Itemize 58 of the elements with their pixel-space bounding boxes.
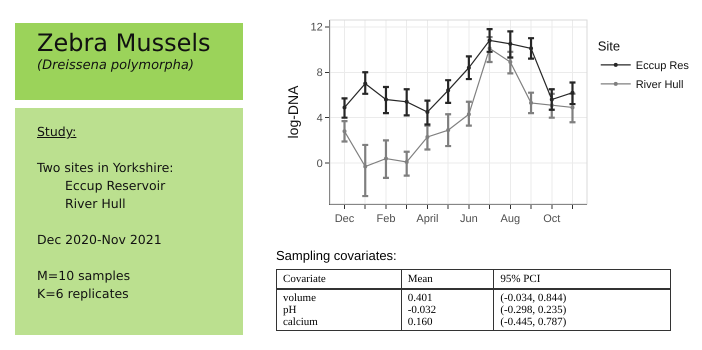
point — [384, 98, 388, 102]
x-tick-label: Dec — [334, 213, 355, 226]
point — [508, 42, 512, 46]
point — [425, 110, 430, 114]
text: Sampling covariates: — [276, 248, 398, 263]
y-tick-label: 0 — [316, 158, 323, 170]
text: Study: — [37, 123, 78, 141]
y-tick-label: 12 — [310, 22, 323, 34]
text: Mean — [401, 270, 494, 289]
text: (-0.445, 0.787) — [500, 316, 568, 328]
text: River Hull — [64, 195, 127, 213]
text: pH — [283, 304, 298, 316]
point — [425, 134, 430, 139]
point — [363, 164, 368, 169]
y-axis-title: log-DNA — [285, 84, 302, 138]
point — [550, 98, 554, 102]
text: Eccup Reservoir — [64, 177, 166, 195]
point — [404, 100, 409, 104]
text: volume — [283, 292, 317, 304]
text: 95% PCI — [494, 270, 670, 289]
text: Covariate — [276, 270, 402, 289]
y-tick-label: 4 — [316, 112, 323, 125]
point — [570, 90, 574, 95]
point — [342, 129, 347, 134]
text: Dec 2020-Nov 2021 — [37, 231, 163, 249]
text: (-0.298, 0.235) — [500, 304, 568, 316]
text: 0.160 — [408, 316, 434, 328]
point — [342, 105, 347, 110]
text: Zebra Mussels — [37, 29, 212, 57]
x-tick-label: Aug — [500, 213, 520, 226]
point — [570, 105, 574, 110]
point — [446, 88, 450, 92]
text: -0.032 — [408, 304, 438, 316]
point — [466, 112, 471, 116]
legend-label: River Hull — [636, 79, 684, 92]
point — [363, 82, 368, 86]
x-tick-label: Jun — [460, 213, 478, 226]
point — [404, 160, 409, 164]
x-tick-label: Feb — [376, 213, 396, 226]
legend-label: Eccup Res — [636, 60, 690, 72]
y-tick-label: 8 — [316, 67, 323, 80]
text: K=6 replicates — [37, 285, 130, 303]
point — [466, 66, 471, 70]
text: 0.401 — [408, 292, 434, 304]
text: calcium — [283, 316, 319, 328]
text: (-0.034, 0.844) — [500, 292, 568, 304]
point — [384, 156, 388, 161]
x-tick-label: Oct — [543, 213, 560, 226]
text: Two sites in Yorkshire: — [37, 159, 175, 177]
text: M=10 samples — [37, 267, 132, 285]
point — [446, 128, 450, 132]
text: (Dreissena polymorpha) — [37, 58, 195, 73]
x-tick-label: April — [416, 213, 438, 226]
point — [529, 46, 534, 50]
point — [488, 38, 492, 42]
legend-title: Site — [598, 38, 620, 54]
point — [508, 60, 512, 64]
point — [529, 100, 534, 105]
